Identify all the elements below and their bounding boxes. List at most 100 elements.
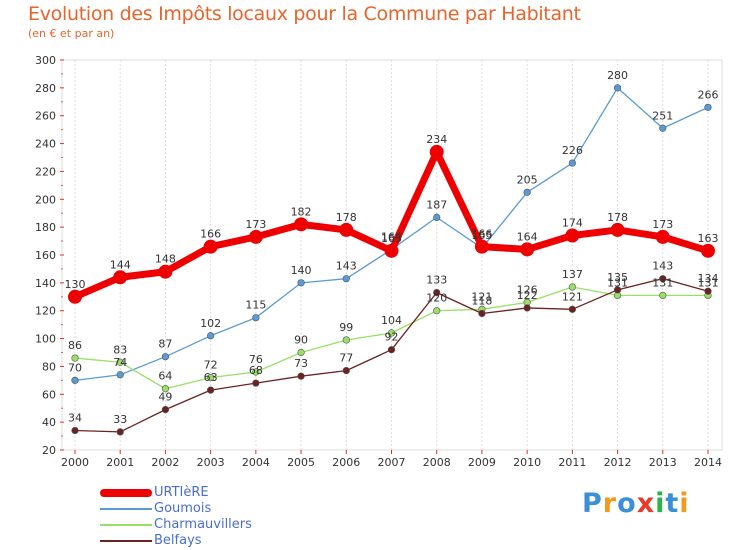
- data-point-charmauvillers: [342, 336, 350, 344]
- data-point-belfays: [704, 287, 712, 295]
- data-point-urtire: [655, 229, 670, 244]
- data-label-charmauvillers: 76: [249, 353, 263, 366]
- data-point-goumois: [342, 275, 350, 283]
- data-label-charmauvillers: 137: [562, 268, 583, 281]
- data-point-belfays: [433, 289, 441, 297]
- data-label-urtire: 163: [698, 232, 719, 245]
- data-label-belfays: 143: [652, 260, 673, 273]
- data-label-charmauvillers: 126: [517, 283, 538, 296]
- x-tick-label: 2002: [151, 456, 179, 469]
- data-point-urtire: [113, 270, 128, 285]
- data-label-belfays: 77: [339, 352, 353, 365]
- y-tick-label: 220: [35, 165, 56, 178]
- legend-label-urtiere: URTIèRE: [154, 485, 209, 500]
- legend-item-belfays[interactable]: Belfays: [100, 533, 252, 549]
- legend-swatch-urtiere: [100, 489, 152, 497]
- data-point-urtire: [565, 228, 580, 243]
- data-label-goumois: 74: [113, 356, 127, 369]
- data-label-urtire: 163: [381, 232, 402, 245]
- data-point-charmauvillers: [207, 373, 215, 382]
- data-label-goumois: 251: [652, 109, 673, 122]
- data-label-belfays: 63: [204, 371, 218, 384]
- x-tick-label: 2004: [242, 456, 270, 469]
- data-label-charmauvillers: 64: [158, 370, 172, 383]
- data-point-charmauvillers: [433, 307, 441, 315]
- x-tick-label: 2010: [513, 456, 541, 469]
- data-point-charmauvillers: [116, 358, 124, 366]
- data-point-goumois: [116, 371, 124, 379]
- data-point-belfays: [478, 309, 486, 318]
- data-label-goumois: 266: [698, 88, 719, 101]
- y-tick-label: 40: [42, 416, 56, 429]
- x-tick-label: 2001: [106, 456, 134, 469]
- data-point-urtire: [68, 289, 82, 304]
- data-label-urtire: 148: [155, 253, 176, 266]
- data-point-urtire: [248, 229, 263, 244]
- legend-label-goumois: Goumois: [154, 501, 212, 516]
- data-label-charmauvillers: 104: [381, 314, 402, 327]
- data-point-belfays: [207, 386, 215, 394]
- y-tick-label: 300: [35, 54, 56, 67]
- x-tick-label: 2000: [61, 456, 89, 469]
- data-point-belfays: [568, 305, 576, 313]
- legend-item-goumois[interactable]: Goumois: [100, 501, 252, 517]
- data-label-charmauvillers: 131: [698, 276, 719, 289]
- data-label-belfays: 49: [158, 391, 172, 404]
- data-label-belfays: 118: [471, 295, 492, 308]
- logo-letter: P: [582, 488, 603, 519]
- data-point-urtire: [610, 222, 625, 237]
- data-point-charmauvillers: [297, 348, 305, 357]
- legend-item-charmauvillers[interactable]: Charmauvillers: [100, 517, 252, 533]
- y-tick-label: 240: [35, 138, 56, 151]
- data-label-belfays: 134: [698, 272, 719, 285]
- data-label-belfays: 121: [562, 290, 583, 303]
- data-point-goumois: [71, 376, 79, 384]
- proxiti-logo: Proxiti: [582, 488, 690, 519]
- logo-letter: o: [617, 488, 637, 519]
- data-label-urtire: 166: [471, 228, 492, 241]
- data-label-goumois: 70: [68, 361, 82, 374]
- data-label-urtire: 182: [291, 205, 312, 218]
- data-label-goumois: 143: [336, 260, 357, 273]
- legend-swatch-goumois: [100, 508, 152, 510]
- chart-subtitle: (en € et par an): [28, 27, 115, 40]
- data-point-belfays: [71, 426, 79, 435]
- x-tick-label: 2005: [287, 456, 315, 469]
- data-label-charmauvillers: 72: [204, 359, 218, 372]
- x-tick-label: 2014: [694, 456, 722, 469]
- legend-item-urtiere[interactable]: URTIèRE: [100, 485, 252, 501]
- data-point-goumois: [297, 279, 305, 287]
- data-point-belfays: [523, 304, 531, 312]
- y-tick-label: 180: [35, 221, 56, 234]
- data-point-urtire: [384, 243, 399, 258]
- chart-title: Evolution des Impôts locaux pour la Comm…: [28, 3, 581, 25]
- data-point-goumois: [252, 314, 260, 322]
- x-tick-label: 2013: [649, 456, 677, 469]
- data-label-urtire: 164: [517, 230, 538, 243]
- data-label-charmauvillers: 86: [68, 339, 82, 352]
- y-tick-label: 200: [35, 193, 56, 206]
- line-chart: 20 40 60 80 100 120 140 160 180 200 220 240 260 280 30…: [35, 54, 723, 469]
- data-label-urtire: 173: [652, 218, 673, 231]
- data-label-goumois: 164: [381, 230, 402, 243]
- data-point-belfays: [659, 275, 667, 283]
- data-point-goumois: [433, 213, 441, 221]
- data-label-belfays: 92: [385, 331, 399, 344]
- data-point-goumois: [613, 84, 622, 92]
- data-label-goumois: 165: [471, 229, 492, 242]
- data-label-goumois: 187: [426, 198, 447, 211]
- legend-label-belfays: Belfays: [154, 533, 202, 548]
- logo-letter: t: [665, 488, 680, 519]
- data-point-goumois: [523, 188, 531, 196]
- data-label-charmauvillers: 99: [339, 321, 353, 334]
- y-tick-label: 100: [35, 333, 56, 346]
- data-label-urtire: 144: [110, 258, 131, 271]
- data-label-urtire: 130: [65, 278, 86, 291]
- data-point-belfays: [342, 367, 350, 375]
- x-tick-label: 2008: [423, 456, 451, 469]
- logo-letter: r: [602, 488, 618, 519]
- logo-letter: i: [655, 488, 666, 519]
- y-tick-label: 80: [42, 360, 56, 373]
- data-point-charmauvillers: [387, 329, 396, 337]
- data-point-charmauvillers: [659, 291, 667, 299]
